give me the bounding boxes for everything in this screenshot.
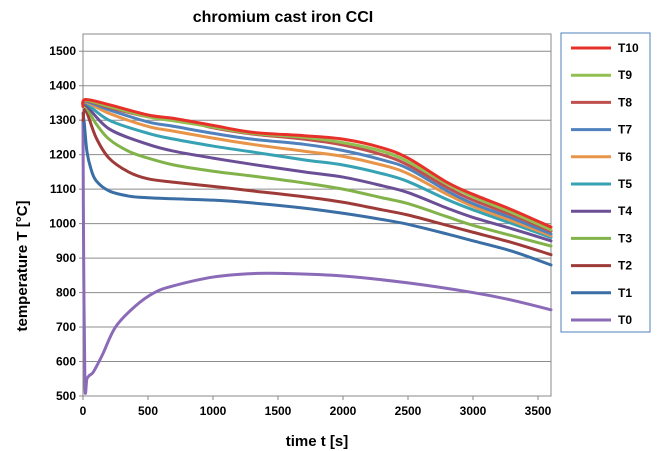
legend-label-t1: T1	[618, 286, 632, 300]
x-tick-label: 2500	[395, 404, 422, 418]
legend-label-t9: T9	[618, 68, 632, 82]
y-tick-label: 700	[56, 320, 76, 334]
legend-label-t2: T2	[618, 259, 632, 273]
x-tick-label: 500	[138, 404, 158, 418]
x-tick-label: 0	[80, 404, 87, 418]
y-axis-label: temperature T [°C]	[14, 200, 31, 331]
legend-label-t5: T5	[618, 177, 632, 191]
legend-label-t10: T10	[618, 41, 639, 55]
legend: T10 T9 T8 T7 T6 T5 T4 T3 T2 T1 T0	[561, 33, 650, 332]
y-tick-label: 1100	[50, 182, 76, 196]
y-tick-label: 1200	[49, 148, 76, 162]
y-tick-label: 1000	[49, 217, 76, 231]
x-tick-label: 3500	[525, 404, 552, 418]
y-tick-label: 1300	[49, 113, 76, 127]
x-tick-label: 1500	[265, 404, 292, 418]
x-axis-ticks: 0 500 1000 1500 2000 2500 3000 3500	[80, 396, 552, 418]
y-tick-label: 800	[56, 286, 76, 300]
x-tick-label: 2000	[330, 404, 357, 418]
legend-label-t4: T4	[618, 204, 632, 218]
legend-label-t0: T0	[618, 313, 632, 327]
y-tick-label: 500	[56, 389, 76, 403]
chart-title: chromium cast iron CCI	[193, 9, 373, 26]
y-tick-label: 1400	[49, 79, 76, 93]
x-tick-label: 1000	[200, 404, 227, 418]
x-axis-label: time t [s]	[286, 433, 349, 450]
x-tick-label: 3000	[460, 404, 487, 418]
legend-label-t6: T6	[618, 150, 632, 164]
y-axis-ticks: 500 600 700 800 900 1000 1100 1200 1300 1400 1500	[49, 44, 83, 403]
legend-label-t8: T8	[618, 95, 632, 109]
legend-label-t7: T7	[618, 123, 632, 137]
legend-label-t3: T3	[618, 231, 632, 245]
y-tick-label: 1500	[49, 44, 76, 58]
y-tick-label: 600	[56, 355, 76, 369]
plot-area	[83, 34, 551, 396]
y-tick-label: 900	[56, 251, 76, 265]
